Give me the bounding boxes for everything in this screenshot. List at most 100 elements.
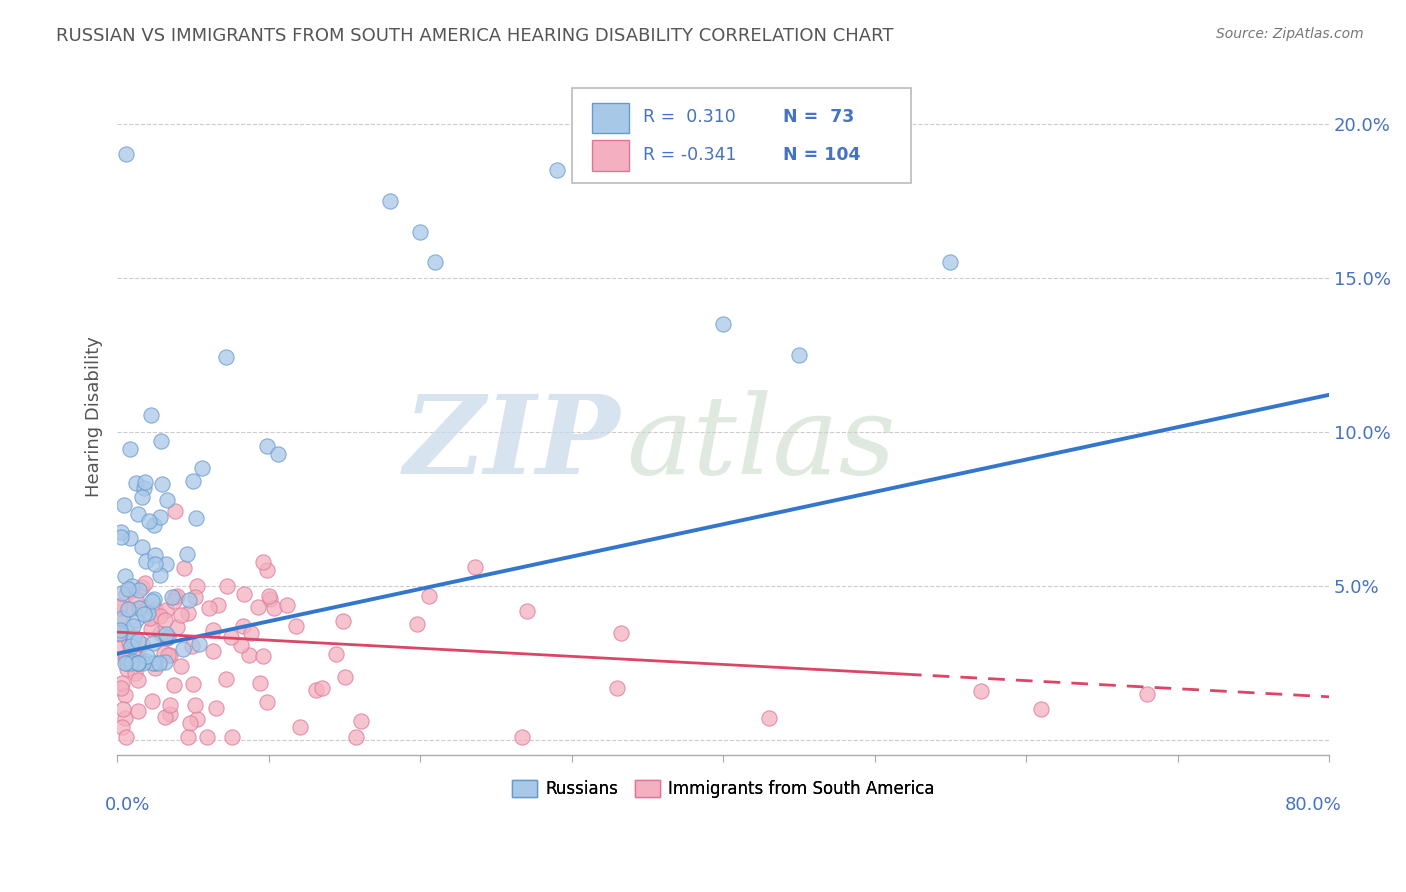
Point	[115, 625, 138, 640]
Point	[115, 649, 138, 664]
Point	[122, 619, 145, 633]
Point	[288, 720, 311, 734]
Point	[110, 524, 132, 539]
Point	[111, 611, 134, 625]
Text: N = 104: N = 104	[783, 146, 860, 164]
Point	[231, 638, 253, 652]
Point	[120, 582, 142, 597]
Point	[111, 720, 134, 734]
Point	[159, 707, 181, 722]
Point	[177, 730, 200, 744]
Point	[143, 656, 166, 670]
Point	[125, 591, 148, 606]
Point	[131, 637, 153, 651]
Point	[127, 656, 149, 670]
Point	[110, 530, 132, 544]
Point	[215, 579, 238, 593]
Point	[108, 627, 131, 641]
Point	[120, 639, 142, 653]
Point	[128, 656, 150, 670]
Point	[125, 613, 148, 627]
Point	[117, 582, 139, 596]
Point	[939, 255, 962, 269]
Point	[165, 591, 187, 605]
Point	[186, 579, 208, 593]
Point	[128, 601, 150, 615]
Point	[115, 730, 138, 744]
Point	[284, 618, 307, 632]
Point	[204, 701, 226, 715]
Point	[128, 582, 150, 597]
Point	[259, 591, 281, 606]
Point	[114, 569, 136, 583]
Point	[143, 557, 166, 571]
Point	[124, 666, 146, 681]
Point	[1031, 702, 1053, 716]
Point	[156, 632, 179, 646]
Point	[122, 630, 145, 644]
Point	[276, 598, 298, 612]
Point	[787, 348, 810, 362]
Point	[127, 634, 149, 648]
Point	[111, 585, 134, 599]
Point	[247, 599, 270, 614]
Point	[166, 620, 188, 634]
Point	[107, 610, 129, 624]
Text: 0.0%: 0.0%	[105, 796, 150, 814]
Point	[184, 511, 207, 525]
Point	[166, 589, 188, 603]
Point	[156, 630, 179, 644]
Point	[267, 447, 290, 461]
Point	[155, 655, 177, 669]
Point	[122, 633, 145, 648]
Point	[173, 561, 195, 575]
Point	[163, 678, 186, 692]
Point	[152, 647, 174, 661]
Point	[107, 600, 129, 615]
Text: atlas: atlas	[626, 390, 896, 497]
Point	[758, 711, 780, 725]
Point	[256, 563, 278, 577]
Point	[202, 623, 225, 637]
Point	[332, 614, 354, 628]
Point	[143, 548, 166, 562]
Point	[136, 606, 159, 620]
Point	[191, 461, 214, 475]
Point	[141, 622, 163, 636]
Point	[125, 651, 148, 665]
Point	[252, 649, 274, 664]
Point	[143, 518, 166, 533]
Point	[118, 633, 141, 648]
Point	[418, 589, 440, 603]
Point	[181, 639, 204, 653]
Point	[160, 590, 183, 604]
Point	[186, 713, 208, 727]
Text: R = -0.341: R = -0.341	[643, 146, 737, 164]
Point	[169, 659, 191, 673]
Point	[108, 599, 131, 614]
Point	[132, 656, 155, 670]
Point	[115, 586, 138, 600]
Point	[112, 702, 135, 716]
Point	[110, 623, 132, 637]
Point	[149, 568, 172, 582]
Point	[464, 559, 486, 574]
Point	[350, 714, 373, 729]
Point	[115, 656, 138, 670]
Point	[127, 656, 149, 670]
Point	[135, 554, 157, 568]
Point	[155, 627, 177, 641]
Point	[108, 625, 131, 640]
Point	[156, 648, 179, 663]
Point	[114, 498, 136, 512]
Point	[181, 677, 204, 691]
Point	[195, 730, 218, 744]
Point	[249, 676, 271, 690]
Point	[606, 681, 628, 695]
Point	[155, 710, 177, 724]
Point	[207, 598, 229, 612]
Point	[138, 514, 160, 528]
Point	[135, 654, 157, 668]
Point	[344, 730, 367, 744]
Point	[118, 442, 141, 456]
